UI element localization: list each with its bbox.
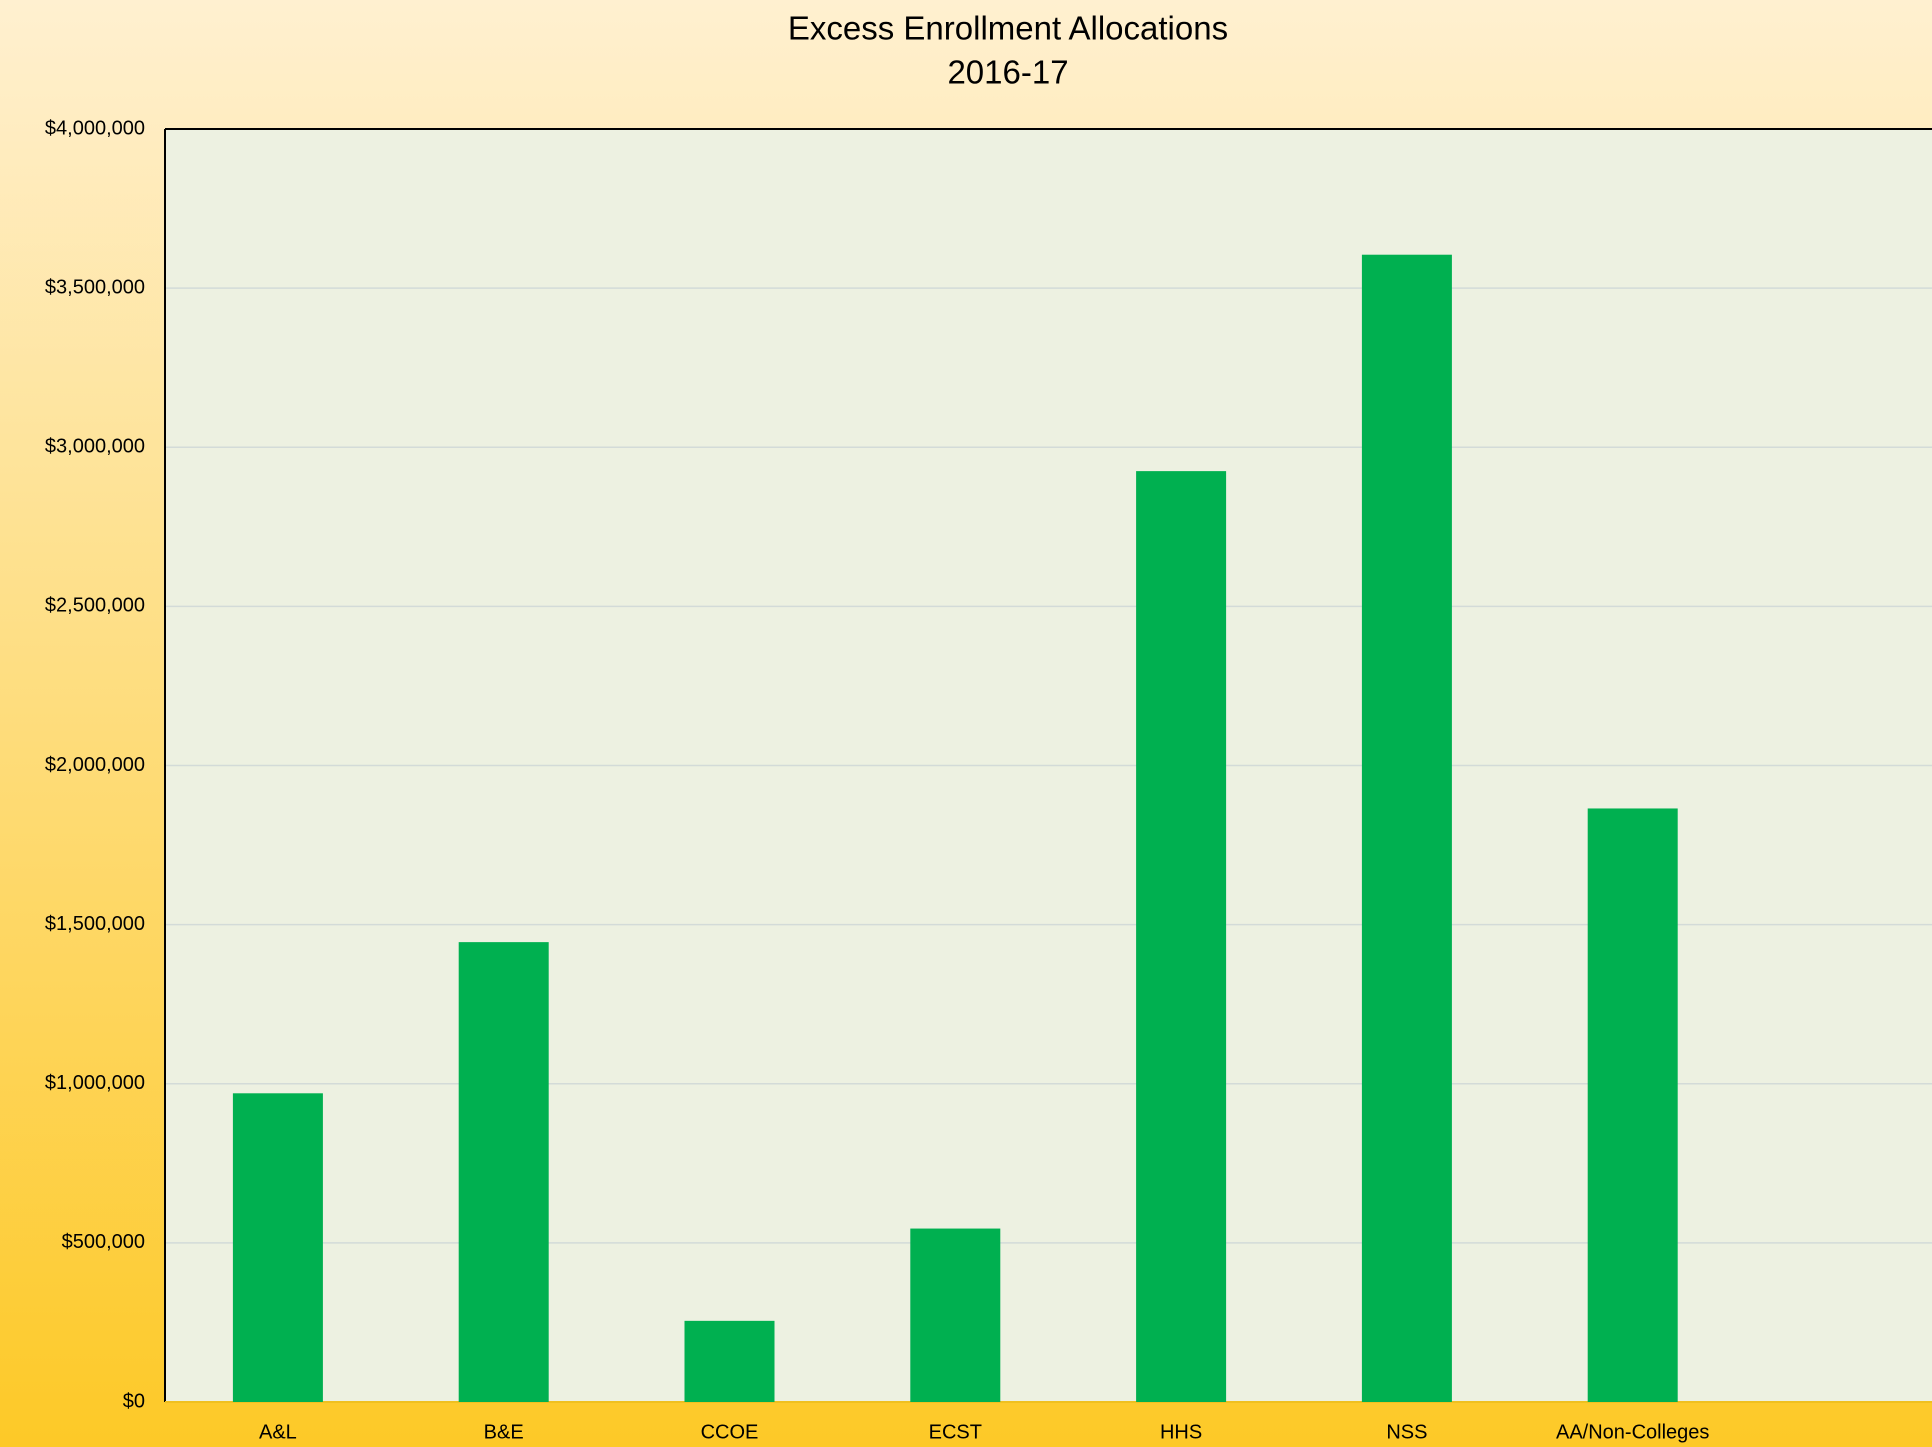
x-tick-label: NSS <box>1386 1421 1427 1443</box>
bar <box>1361 254 1452 1403</box>
x-tick-label: ECST <box>929 1421 982 1443</box>
y-tick-label: $500,000 <box>62 1231 145 1253</box>
bar <box>684 1320 775 1402</box>
chart-subtitle: 2016-17 <box>947 54 1068 91</box>
bar <box>1136 471 1227 1402</box>
bar <box>910 1228 1001 1402</box>
y-tick-label: $2,000,000 <box>45 754 145 776</box>
bar <box>458 942 549 1402</box>
y-tick-label: $3,000,000 <box>45 436 145 458</box>
y-tick-label: $0 <box>123 1390 145 1412</box>
y-tick-label: $3,500,000 <box>45 276 145 298</box>
y-tick-label: $1,500,000 <box>45 913 145 935</box>
x-tick-label: CCOE <box>701 1421 759 1443</box>
y-tick-label: $4,000,000 <box>45 117 145 139</box>
y-tick-label: $2,500,000 <box>45 595 145 617</box>
x-tick-label: HHS <box>1160 1421 1202 1443</box>
bar <box>1587 808 1678 1402</box>
x-tick-label: AA/Non-Colleges <box>1556 1421 1709 1443</box>
x-tick-label: A&L <box>259 1421 297 1443</box>
x-tick-label: B&E <box>484 1421 524 1443</box>
bar <box>232 1093 323 1402</box>
y-tick-label: $1,000,000 <box>45 1072 145 1094</box>
chart-title: Excess Enrollment Allocations <box>788 10 1228 47</box>
